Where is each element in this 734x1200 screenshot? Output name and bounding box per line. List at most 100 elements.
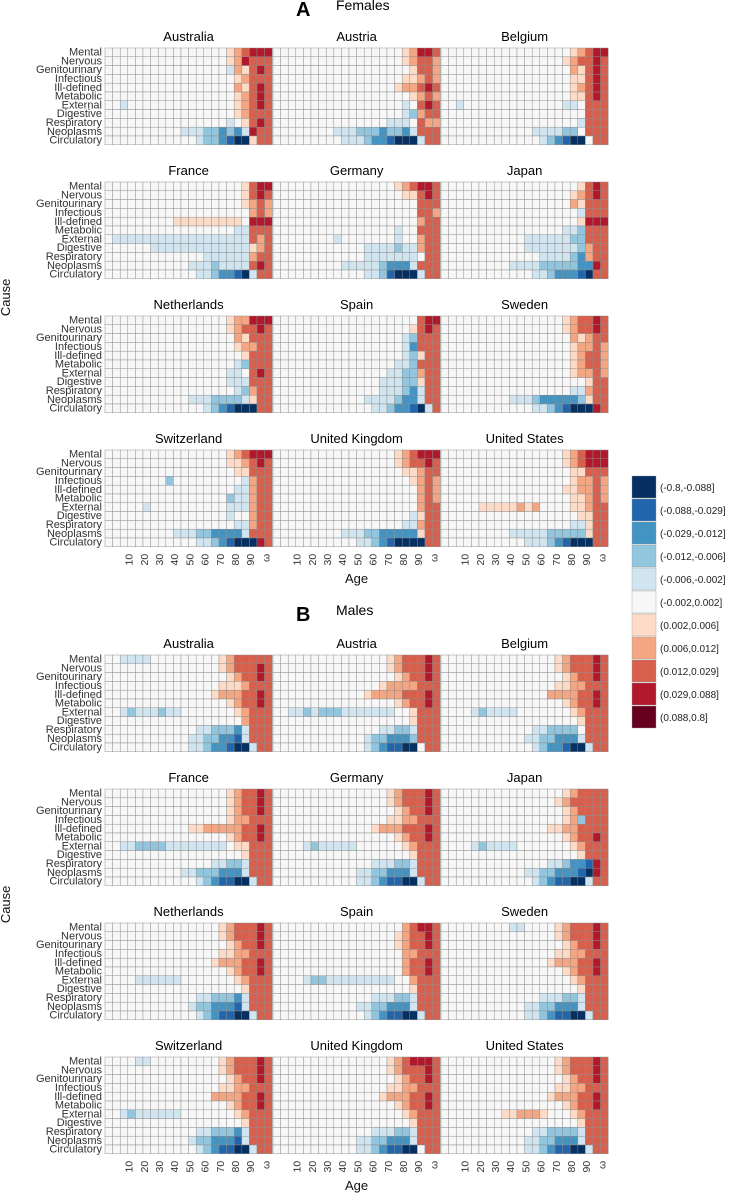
heatmap-cell xyxy=(165,234,174,244)
heatmap-cell xyxy=(600,742,609,753)
heatmap-cell xyxy=(440,56,449,66)
heatmap-cell xyxy=(157,672,167,682)
heatmap-cell xyxy=(104,100,113,110)
heatmap-cell xyxy=(371,672,380,682)
heatmap-cell xyxy=(127,707,136,717)
heatmap-cell xyxy=(547,788,556,799)
heatmap-cell xyxy=(280,359,289,370)
heatmap-cell xyxy=(341,957,350,968)
heatmap-cell xyxy=(157,788,167,799)
heatmap-cell xyxy=(249,876,258,887)
heatmap-cell xyxy=(280,663,289,673)
heatmap-cell xyxy=(371,100,380,110)
heatmap-cell xyxy=(432,993,441,1003)
heatmap-cell xyxy=(226,993,235,1003)
heatmap-cell xyxy=(195,56,205,66)
heatmap-cell xyxy=(157,681,167,691)
heatmap-cell xyxy=(379,707,388,717)
heatmap-cell xyxy=(241,993,250,1003)
heatmap-cell xyxy=(371,56,380,66)
heatmap-cell xyxy=(188,208,197,218)
heatmap-cell xyxy=(256,91,265,102)
cause-label: Ill-defined xyxy=(54,957,102,969)
cause-label: Ill-defined xyxy=(54,350,102,362)
heatmap-cell xyxy=(539,386,548,396)
heatmap-cell xyxy=(440,234,449,244)
heatmap-cell xyxy=(554,56,563,66)
heatmap-cell xyxy=(562,135,571,146)
heatmap-cell xyxy=(471,716,480,726)
heatmap-cell xyxy=(104,654,113,665)
heatmap-cell xyxy=(303,467,312,477)
heatmap-cell xyxy=(386,91,395,102)
heatmap-cell xyxy=(127,109,136,119)
heatmap-cell xyxy=(569,484,579,495)
heatmap-cell xyxy=(280,269,289,280)
heatmap-cell xyxy=(233,342,243,352)
heatmap-cell xyxy=(448,100,457,110)
heatmap-cell xyxy=(440,654,449,665)
heatmap-cell xyxy=(531,190,541,200)
heatmap-cell xyxy=(150,788,159,799)
heatmap-cell xyxy=(386,260,395,271)
heatmap-cell xyxy=(554,681,563,691)
heatmap-cell xyxy=(417,234,426,244)
heatmap-cell xyxy=(264,243,273,253)
heatmap-cell xyxy=(371,493,380,504)
heatmap-cell xyxy=(455,216,465,227)
heatmap-cell xyxy=(280,368,289,378)
heatmap-cell xyxy=(448,841,457,851)
heatmap-cell xyxy=(173,966,182,977)
heatmap-cell xyxy=(341,788,350,799)
heatmap-cell xyxy=(471,47,480,58)
heatmap-cell xyxy=(104,957,113,968)
heatmap-cell xyxy=(333,47,342,58)
heatmap-cell xyxy=(348,91,357,102)
heatmap-cell xyxy=(226,476,235,486)
heatmap-cell xyxy=(295,269,304,280)
heatmap-cell xyxy=(272,359,281,370)
heatmap-cell xyxy=(256,537,265,548)
heatmap-cell xyxy=(264,957,273,968)
heatmap-cell xyxy=(241,940,250,950)
heatmap-cell xyxy=(394,742,403,753)
heatmap-cell xyxy=(455,823,465,834)
heatmap-cell xyxy=(386,966,395,977)
heatmap-cell xyxy=(401,733,411,744)
heatmap-cell xyxy=(554,876,563,887)
heatmap-cell xyxy=(577,208,586,218)
heatmap-cell xyxy=(180,377,189,387)
heatmap-cell xyxy=(233,672,243,682)
heatmap-cell xyxy=(303,47,312,58)
heatmap-cell xyxy=(249,216,258,227)
heatmap-cell xyxy=(280,100,289,110)
cause-label: Neoplasms xyxy=(47,733,103,745)
cause-label: Genitourinary xyxy=(36,198,103,210)
heatmap-cell xyxy=(577,368,586,378)
heatmap-cell xyxy=(104,394,113,405)
heatmap-cell xyxy=(440,65,449,75)
heatmap-cell xyxy=(440,449,449,460)
heatmap-cell xyxy=(493,324,503,334)
heatmap-cell xyxy=(112,949,121,959)
heatmap-cell xyxy=(272,716,281,726)
heatmap-cell xyxy=(333,449,342,460)
heatmap-cell xyxy=(539,199,548,209)
heatmap-cell xyxy=(356,788,365,799)
heatmap-cell xyxy=(600,368,609,378)
heatmap-cell xyxy=(379,315,388,326)
heatmap-cell xyxy=(249,82,258,93)
heatmap-cell xyxy=(394,528,403,539)
heatmap-cell xyxy=(333,199,342,209)
heatmap-cell xyxy=(440,260,449,271)
heatmap-cell xyxy=(157,949,167,959)
heatmap-cell xyxy=(165,681,174,691)
heatmap-cell xyxy=(432,733,441,744)
heatmap-cell xyxy=(424,252,433,262)
heatmap-cell xyxy=(165,841,174,851)
heatmap-cell xyxy=(112,118,121,128)
heatmap-cell xyxy=(371,949,380,959)
heatmap-cell xyxy=(157,663,167,673)
heatmap-cell xyxy=(173,100,182,110)
heatmap-cell xyxy=(501,520,510,530)
